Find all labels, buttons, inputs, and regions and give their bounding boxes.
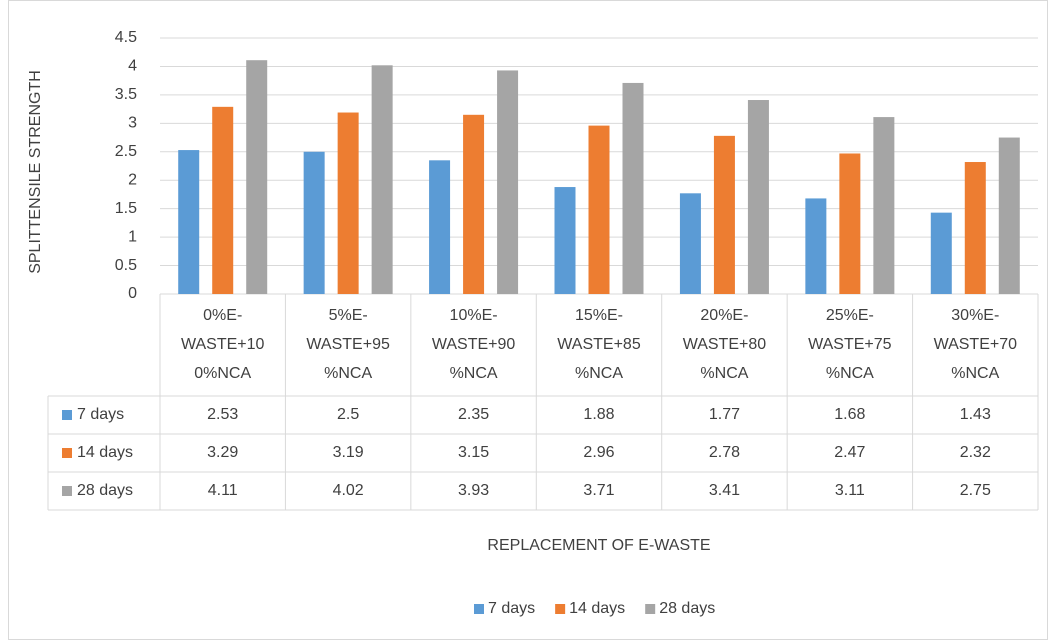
bar bbox=[463, 114, 485, 294]
table-value: 3.93 bbox=[458, 482, 489, 499]
y-tick-label: 2.5 bbox=[115, 143, 137, 160]
bar bbox=[930, 212, 952, 294]
table-value: 3.41 bbox=[709, 482, 740, 499]
x-tick-label: 15%E-WASTE+85 %NCA bbox=[557, 307, 641, 382]
y-axis-label: SPLITTENSILE STRENGTH bbox=[27, 70, 44, 274]
legend-key bbox=[645, 604, 656, 614]
table-value: 2.53 bbox=[207, 406, 238, 423]
bar bbox=[873, 117, 895, 294]
bar bbox=[839, 153, 861, 294]
y-tick-label: 1.5 bbox=[115, 200, 137, 217]
table-value: 2.96 bbox=[583, 444, 614, 461]
y-tick-label: 3.5 bbox=[115, 86, 137, 103]
table-value: 2.35 bbox=[458, 406, 489, 423]
y-tick-label: 0 bbox=[128, 285, 137, 302]
y-tick-label: 4 bbox=[128, 58, 137, 75]
legend-key bbox=[474, 604, 484, 614]
legend-label: 7 days bbox=[488, 600, 535, 617]
bar bbox=[497, 70, 519, 294]
y-tick-label: 3 bbox=[128, 115, 137, 132]
table-value: 2.47 bbox=[834, 444, 865, 461]
table-value: 3.19 bbox=[333, 444, 364, 461]
table-value: 2.75 bbox=[960, 482, 991, 499]
table-legend-key bbox=[62, 448, 72, 458]
table-value: 1.43 bbox=[960, 406, 991, 423]
bar bbox=[554, 187, 576, 294]
chart-frame bbox=[8, 0, 1048, 640]
y-tick-label: 2 bbox=[128, 171, 137, 188]
bar bbox=[429, 160, 451, 294]
x-axis-label: REPLACEMENT OF E-WASTE bbox=[487, 537, 710, 554]
bar bbox=[679, 193, 701, 294]
bar bbox=[713, 135, 735, 294]
table-value: 3.29 bbox=[207, 444, 238, 461]
table-value: 2.5 bbox=[337, 406, 359, 423]
legend-label: 14 days bbox=[569, 600, 625, 617]
bar bbox=[747, 100, 769, 295]
x-tick-label: 0%E-WASTE+10 0%NCA bbox=[181, 307, 265, 382]
legend-key bbox=[555, 604, 566, 614]
bar bbox=[178, 150, 200, 294]
bar bbox=[998, 137, 1020, 294]
bar bbox=[964, 162, 986, 294]
table-series-name: 7 days bbox=[77, 406, 124, 423]
table-value: 2.32 bbox=[960, 444, 991, 461]
y-tick-label: 4.5 bbox=[115, 29, 137, 46]
bar bbox=[303, 151, 325, 294]
table-value: 3.15 bbox=[458, 444, 489, 461]
table-legend-key bbox=[62, 410, 72, 420]
bar bbox=[371, 65, 393, 294]
bar bbox=[805, 198, 827, 294]
table-value: 4.02 bbox=[333, 482, 364, 499]
bar bbox=[588, 125, 610, 294]
table-value: 3.71 bbox=[583, 482, 614, 499]
x-tick-label: 5%E-WASTE+95 %NCA bbox=[306, 307, 390, 382]
x-tick-label: 25%E-WASTE+75 %NCA bbox=[808, 307, 892, 382]
x-tick-label: 10%E-WASTE+90 %NCA bbox=[432, 307, 516, 382]
table-value: 1.88 bbox=[583, 406, 614, 423]
table-series-name: 14 days bbox=[77, 444, 133, 461]
table-value: 1.77 bbox=[709, 406, 740, 423]
table-value: 1.68 bbox=[834, 406, 865, 423]
y-tick-label: 1 bbox=[128, 228, 137, 245]
legend-label: 28 days bbox=[659, 600, 715, 617]
y-tick-label: 0.5 bbox=[115, 257, 137, 274]
x-tick-label: 20%E-WASTE+80 %NCA bbox=[683, 307, 767, 382]
table-series-name: 28 days bbox=[77, 482, 133, 499]
bar bbox=[212, 106, 234, 294]
table-legend-key bbox=[62, 486, 72, 496]
bar bbox=[337, 112, 359, 294]
bar bbox=[622, 82, 644, 294]
table-value: 2.78 bbox=[709, 444, 740, 461]
table-value: 3.11 bbox=[835, 482, 865, 499]
table-value: 4.11 bbox=[208, 482, 238, 499]
bar bbox=[246, 60, 268, 294]
x-tick-label: 30%E-WASTE+70 %NCA bbox=[934, 307, 1018, 382]
